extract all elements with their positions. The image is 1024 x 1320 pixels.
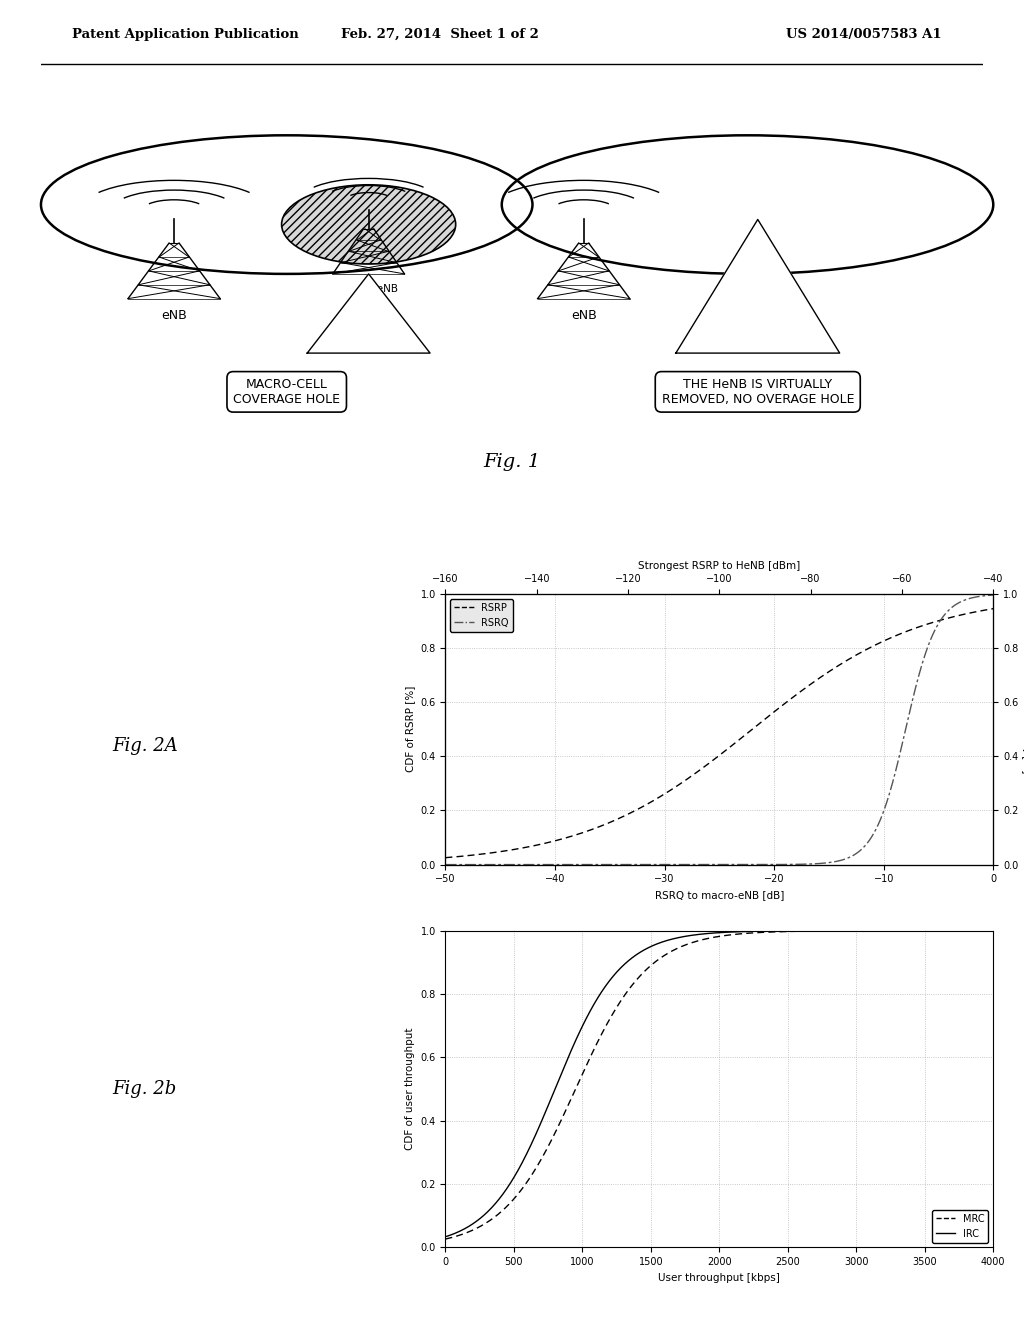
IRC bbox=[866, 923, 879, 939]
IRC bbox=[815, 923, 827, 939]
Text: Fig. 1: Fig. 1 bbox=[483, 453, 541, 471]
IRC bbox=[681, 928, 693, 944]
Text: US 2014/0057583 A1: US 2014/0057583 A1 bbox=[786, 28, 942, 41]
Text: HeNB: HeNB bbox=[369, 284, 397, 294]
Text: MACRO-CELL
COVERAGE HOLE: MACRO-CELL COVERAGE HOLE bbox=[233, 378, 340, 405]
X-axis label: User throughput [kbps]: User throughput [kbps] bbox=[658, 1272, 780, 1283]
Ellipse shape bbox=[282, 185, 456, 264]
IRC bbox=[496, 1188, 508, 1204]
MRC bbox=[877, 923, 889, 939]
Polygon shape bbox=[676, 219, 840, 354]
MRC bbox=[496, 1204, 508, 1220]
Y-axis label: CDF of user throughput: CDF of user throughput bbox=[404, 1028, 415, 1150]
Text: Patent Application Publication: Patent Application Publication bbox=[72, 28, 298, 41]
Legend: RSRP, RSRQ: RSRP, RSRQ bbox=[451, 599, 513, 631]
MRC bbox=[660, 946, 673, 962]
Y-axis label: CDF of RSRP [%]: CDF of RSRP [%] bbox=[404, 686, 415, 772]
Text: eNB: eNB bbox=[161, 309, 187, 322]
Text: Feb. 27, 2014  Sheet 1 of 2: Feb. 27, 2014 Sheet 1 of 2 bbox=[341, 28, 540, 41]
Polygon shape bbox=[307, 275, 430, 354]
Y-axis label: CDF of RSRQ [%]: CDF of RSRQ [%] bbox=[1022, 685, 1024, 774]
Text: THE HeNB IS VIRTUALLY
REMOVED, NO OVERAGE HOLE: THE HeNB IS VIRTUALLY REMOVED, NO OVERAG… bbox=[662, 378, 854, 405]
Text: Fig. 2A: Fig. 2A bbox=[113, 737, 178, 755]
MRC bbox=[439, 1232, 452, 1247]
MRC bbox=[681, 936, 693, 952]
Line: MRC: MRC bbox=[445, 931, 993, 1239]
IRC bbox=[877, 923, 889, 939]
Line: IRC: IRC bbox=[445, 931, 993, 1237]
IRC bbox=[660, 932, 673, 948]
Text: eNB: eNB bbox=[570, 309, 597, 322]
MRC bbox=[815, 923, 827, 939]
IRC bbox=[987, 923, 999, 939]
IRC bbox=[439, 1229, 452, 1245]
MRC bbox=[987, 923, 999, 939]
MRC bbox=[866, 923, 879, 939]
X-axis label: RSRQ to macro-eNB [dB]: RSRQ to macro-eNB [dB] bbox=[654, 890, 784, 900]
Legend: MRC, IRC: MRC, IRC bbox=[932, 1210, 988, 1242]
X-axis label: Strongest RSRP to HeNB [dBm]: Strongest RSRP to HeNB [dBm] bbox=[638, 561, 801, 570]
Text: Fig. 2b: Fig. 2b bbox=[113, 1080, 177, 1098]
